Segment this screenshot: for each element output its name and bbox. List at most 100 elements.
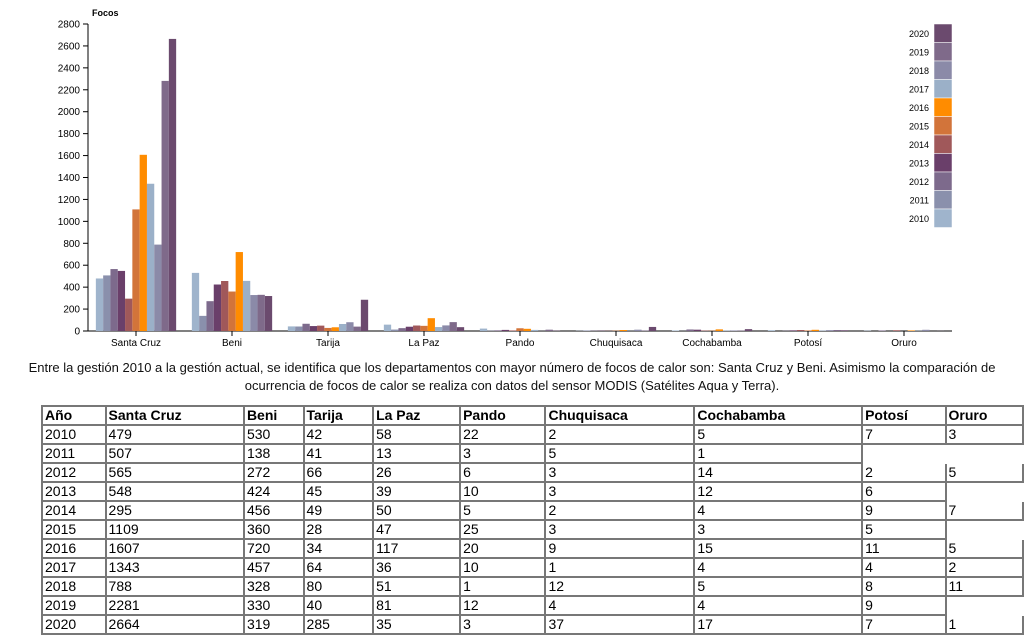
table-cell: 2 [544,424,696,445]
column-header: Oruro [944,405,1024,426]
bar-2016 [715,329,723,331]
table-cell: 41 [302,443,375,464]
bar-2019 [449,322,457,331]
bar-2019 [833,330,841,331]
table-row: 2016 1607 720 34 117 20 9 15 11 5 [41,538,1024,559]
bar-2020 [360,299,369,331]
table-cell: 20 [459,538,547,559]
table-cell: 28 [302,519,375,540]
table-cell: 548 [104,481,245,502]
bar-2017 [434,327,443,331]
table-cell: 2 [861,462,947,483]
x-tick-label: La Paz [408,338,439,349]
column-header: Tarija [302,405,375,426]
chart-caption: Entre la gestión 2010 a la gestión actua… [28,360,996,393]
y-tick-label: 2400 [58,63,81,74]
table-cell: 25 [459,519,547,540]
y-tick-label: 2200 [58,85,81,96]
table-row: 2017 1343 457 64 36 10 1 4 4 2 [41,557,1024,578]
table-cell: 2664 [104,614,245,635]
bar-2012 [110,269,118,331]
bar-2017 [530,329,539,331]
table-cell: 15 [693,538,864,559]
table-cell: 11 [861,538,947,559]
legend-swatch-2014 [933,134,953,154]
y-tick-label: 1000 [58,217,81,228]
legend-label: 2017 [909,85,929,95]
table-cell: 2 [944,557,1024,578]
x-tick-label: Potosí [794,338,823,349]
table-cell: 5 [944,462,1024,483]
bar-2020 [168,38,177,331]
table-cell: 12 [693,481,864,502]
table-cell: 12 [459,595,547,616]
bar-2015 [324,327,332,331]
table-cell: 1 [944,614,1024,635]
table-cell: 360 [242,519,305,540]
table-row: 2014 295 456 49 50 5 2 4 9 7 [41,500,1024,521]
table-cell: 64 [302,557,375,578]
table-cell: 11 [944,576,1024,597]
table-cell: 3 [544,462,696,483]
legend-label: 2015 [909,122,929,132]
table-cell: 34 [302,538,375,559]
table-cell: 49 [302,500,375,521]
table-cell: 7 [861,614,947,635]
legend-label: 2013 [909,159,929,169]
y-tick-label: 800 [63,239,80,250]
table-cell: 2018 [41,576,107,597]
bar-2010 [383,324,392,331]
table-cell: 42 [302,424,375,445]
y-axis-label: Focos [92,8,119,18]
bar-2019 [545,329,553,331]
table-cell: 13 [372,443,462,464]
table-cell: 17 [693,614,864,635]
bar-2018 [730,330,738,331]
legend-swatch-2012 [933,171,953,191]
table-cell: 6 [861,481,947,502]
table-cell: 295 [104,500,245,521]
y-tick-label: 200 [63,305,80,316]
column-header: La Paz [372,405,462,426]
table-cell: 2015 [41,519,107,540]
table-cell: 285 [302,614,375,635]
bar-2014 [413,325,421,331]
bar-2012 [302,323,310,331]
table-cell: 14 [693,462,864,483]
table-cell: 424 [242,481,305,502]
legend-swatch-2019 [933,42,953,62]
table-cell: 47 [372,519,462,540]
table-cell: 1607 [104,538,245,559]
bar-2018 [250,295,258,331]
table-cell: 272 [242,462,305,483]
table-cell: 5 [693,424,864,445]
bar-2016 [331,327,339,331]
table-cell: 3 [944,424,1024,445]
table-cell: 4 [861,557,947,578]
bar-2018 [922,329,930,331]
bar-2016 [235,252,243,331]
bar-chart: 0 200 400 600 800 1000 1200 1400 1600 1800 2000 220… [58,8,953,349]
table-cell [944,519,1024,540]
bar-2014 [125,298,133,331]
table-cell: 37 [544,614,696,635]
table-cell: 330 [242,595,305,616]
column-header: Año [41,405,107,426]
table-cell: 5 [693,576,864,597]
bar-2013 [309,326,318,331]
bar-2014 [221,281,229,331]
table-cell: 117 [372,538,462,559]
bar-2013 [405,326,414,331]
table-cell: 35 [372,614,462,635]
bar-2010 [479,328,488,331]
table-cell: 50 [372,500,462,521]
x-tick-label: Tarija [316,338,340,349]
table-row: 2010 479 530 42 58 22 2 5 7 3 [41,424,1024,445]
table-cell: 1 [459,576,547,597]
table-cell: 40 [302,595,375,616]
legend-swatch-2017 [933,79,953,99]
bar-2011 [391,329,399,331]
x-tick-label: Beni [222,338,242,349]
table-row: 2019 2281 330 40 81 12 4 4 9 [41,595,1024,616]
table-row: 2011 507 138 41 13 3 5 1 [41,443,1024,464]
